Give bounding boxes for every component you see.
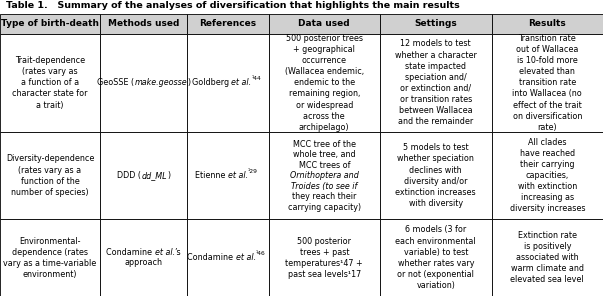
Text: Methods used: Methods used (108, 19, 180, 28)
Text: 5 models to test
whether speciation
declines with
diversity and/or
extinction in: 5 models to test whether speciation decl… (396, 143, 476, 208)
Bar (0, 132, 100, 219)
Text: Settings: Settings (414, 19, 457, 28)
Text: ): ) (187, 78, 190, 87)
Text: 12 models to test
whether a character
state impacted
speciation and/
or extincti: 12 models to test whether a character st… (395, 39, 477, 126)
Bar (188, 34, 268, 132)
Bar (491, 219, 603, 296)
Text: dd_ML: dd_ML (141, 171, 167, 180)
Bar (380, 219, 491, 296)
Text: Table 1.   Summary of the analyses of diversification that highlights the main r: Table 1. Summary of the analyses of dive… (6, 1, 459, 10)
Bar (380, 132, 491, 219)
Text: Condamine: Condamine (187, 253, 236, 262)
Text: 6 models (3 for
each environmental
variable) to test
whether rates vary
or not (: 6 models (3 for each environmental varia… (396, 226, 476, 290)
Text: MCC trees of: MCC trees of (298, 161, 350, 170)
Bar (268, 14, 380, 34)
Text: ¹29: ¹29 (248, 169, 257, 174)
Bar (268, 34, 380, 132)
Bar (188, 219, 268, 296)
Bar (268, 132, 380, 219)
Text: Environmental-
dependence (rates
vary as a time-variable
environment): Environmental- dependence (rates vary as… (4, 237, 96, 279)
Text: Ornithoptera and: Ornithoptera and (290, 171, 359, 180)
Bar (491, 132, 603, 219)
Bar (380, 34, 491, 132)
Text: MCC tree of the: MCC tree of the (293, 140, 356, 149)
Text: whole tree, and: whole tree, and (293, 150, 356, 159)
Text: Transition rate
out of Wallacea
is 10-fold more
elevated than
transition rate
in: Transition rate out of Wallacea is 10-fo… (513, 34, 582, 132)
Bar (100, 219, 188, 296)
Text: carrying capacity): carrying capacity) (288, 202, 361, 212)
Bar (380, 14, 491, 34)
Text: References: References (200, 19, 257, 28)
Bar (0, 219, 100, 296)
Text: et al.: et al. (236, 253, 256, 262)
Text: 500 posterior
trees + past
temperatures¹47 +
past sea levels¹17: 500 posterior trees + past temperatures¹… (285, 237, 363, 279)
Text: Diversity-dependence
(rates vary as a
function of the
number of species): Diversity-dependence (rates vary as a fu… (6, 155, 94, 197)
Text: Condamine: Condamine (106, 248, 154, 257)
Text: they reach their: they reach their (292, 192, 356, 201)
Text: et al.: et al. (228, 171, 248, 180)
Bar (100, 132, 188, 219)
Text: Troides (to see if: Troides (to see if (291, 181, 358, 191)
Text: et al.: et al. (154, 248, 175, 257)
Text: ¹44: ¹44 (251, 76, 261, 81)
Bar (491, 34, 603, 132)
Text: et al.: et al. (231, 78, 251, 87)
Bar (100, 34, 188, 132)
Bar (188, 14, 268, 34)
Text: make.geosse: make.geosse (134, 78, 187, 87)
Bar (491, 14, 603, 34)
Text: Goldberg: Goldberg (192, 78, 231, 87)
Text: All clades
have reached
their carrying
capacities,
with extinction
increasing as: All clades have reached their carrying c… (510, 138, 585, 213)
Bar (0, 14, 100, 34)
Text: GeoSSE (: GeoSSE ( (98, 78, 134, 87)
Text: ¹46: ¹46 (256, 251, 265, 256)
Bar (268, 219, 380, 296)
Text: Extinction rate
is positively
associated with
warm climate and
elevated sea leve: Extinction rate is positively associated… (511, 231, 584, 284)
Text: ): ) (167, 171, 170, 180)
Text: Data used: Data used (298, 19, 350, 28)
Text: ’s: ’s (175, 248, 182, 257)
Bar (100, 14, 188, 34)
Bar (188, 132, 268, 219)
Text: Trait-dependence
(rates vary as
a function of a
character state for
a trait): Trait-dependence (rates vary as a functi… (12, 56, 88, 110)
Text: 500 posterior trees
+ geographical
occurrence
(Wallacea endemic,
endemic to the
: 500 posterior trees + geographical occur… (285, 34, 364, 132)
Text: DDD (: DDD ( (118, 171, 141, 180)
Text: approach: approach (125, 258, 163, 267)
Text: Results: Results (528, 19, 566, 28)
Text: Etienne: Etienne (195, 171, 228, 180)
Text: Type of birth-death: Type of birth-death (1, 19, 99, 28)
Bar (0, 34, 100, 132)
